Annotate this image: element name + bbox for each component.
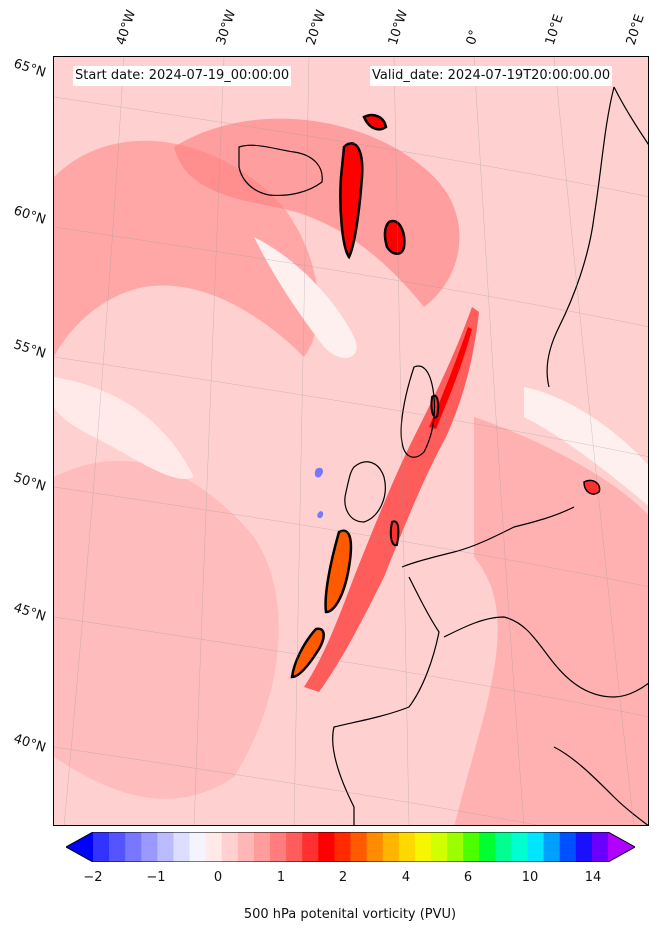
colorbar-tick: 6 xyxy=(463,870,473,885)
pv-patch-iceland xyxy=(339,142,364,260)
lon-label-10e: 10°E xyxy=(542,12,567,48)
colorbar-extend-min xyxy=(66,832,93,862)
colorbar-segment xyxy=(109,832,126,862)
pv-negative-speck-2 xyxy=(317,511,324,519)
colorbar-segment xyxy=(382,832,400,862)
colorbar-segment xyxy=(221,832,239,862)
colorbar-tick: 2 xyxy=(338,870,348,885)
colorbar-segment xyxy=(318,832,335,862)
colorbar-segment xyxy=(447,832,464,862)
colorbar-segment xyxy=(511,832,529,862)
lon-label-20e: 20°E xyxy=(623,12,648,48)
lat-label-55n: 55°N xyxy=(11,337,48,362)
colorbar-segment xyxy=(414,832,432,862)
pv-swirl-north xyxy=(174,118,460,308)
colorbar-segment xyxy=(543,832,561,862)
colorbar-segment xyxy=(463,832,480,862)
coastlines xyxy=(238,86,648,825)
colorbar-segment xyxy=(366,832,384,862)
map-frame[interactable] xyxy=(53,56,649,826)
pv-pale-band-2 xyxy=(54,377,194,479)
colorbar-segment xyxy=(173,832,191,862)
colorbar-segment xyxy=(559,832,577,862)
colorbar-segment xyxy=(350,832,368,862)
colorbar-segment xyxy=(575,832,593,862)
graticule xyxy=(54,57,648,825)
lon-label-40w: 40°W xyxy=(113,8,140,47)
pv-pale-band xyxy=(254,237,357,358)
pv-negative-speck-1 xyxy=(314,467,323,478)
pv-patch-north xyxy=(362,113,388,131)
valid-date-label: Valid_date: 2024-07-19T20:00:00.00 xyxy=(370,66,613,86)
pv-streamer-core xyxy=(429,327,472,429)
colorbar-segment xyxy=(398,832,416,862)
colorbar-segment xyxy=(141,832,158,862)
colorbar xyxy=(66,832,635,862)
colorbar-segment xyxy=(125,832,142,862)
colorbar-segment xyxy=(479,832,496,862)
colorbar-title: 500 hPa potenital vorticity (PVU) xyxy=(243,907,457,922)
lat-label-50n: 50°N xyxy=(11,470,48,495)
lat-label-65n: 65°N xyxy=(11,56,48,81)
lon-label-10w: 10°W xyxy=(385,8,412,47)
colorbar-segment xyxy=(237,832,255,862)
pv-patch-biscay-2 xyxy=(290,627,325,679)
start-date-label: Start date: 2024-07-19_00:00:00 xyxy=(73,66,292,86)
colorbar-extend-max xyxy=(608,832,635,862)
colorbar-tick: −2 xyxy=(83,870,103,885)
colorbar-tick: 1 xyxy=(276,870,286,885)
colorbar-segment xyxy=(591,832,609,862)
colorbar-tick: −1 xyxy=(146,870,166,885)
colorbar-segment xyxy=(157,832,174,862)
colorbar-segment xyxy=(189,832,207,862)
lat-label-45n: 45°N xyxy=(11,600,48,625)
pv-patch-channel xyxy=(389,520,400,547)
colorbar-tick: 0 xyxy=(213,870,223,885)
colorbar-tick: 14 xyxy=(584,870,602,885)
colorbar-tick: 4 xyxy=(401,870,411,885)
colorbar-segment xyxy=(302,832,319,862)
colorbar-tick: 10 xyxy=(521,870,539,885)
lon-label-30w: 30°W xyxy=(213,8,240,47)
colorbar-segment xyxy=(286,832,303,862)
pv-patch-biscay-1 xyxy=(324,529,353,614)
pv-patch-faroe xyxy=(383,219,406,255)
pv-field-map xyxy=(54,57,648,825)
colorbar-segment xyxy=(527,832,545,862)
lat-label-60n: 60°N xyxy=(11,203,48,228)
colorbar-segment xyxy=(93,832,110,862)
colorbar-segment xyxy=(270,832,287,862)
lon-label-20w: 20°W xyxy=(303,8,330,47)
lon-label-0: 0° xyxy=(463,28,483,47)
colorbar-segment xyxy=(495,832,512,862)
pv-band-southwest xyxy=(54,460,279,799)
colorbar-segment xyxy=(430,832,448,862)
colorbar-segment xyxy=(253,832,271,862)
colorbar-segment xyxy=(205,832,223,862)
colorbar-segment xyxy=(334,832,351,862)
pv-pale-band-3 xyxy=(524,387,648,506)
lat-label-40n: 40°N xyxy=(11,731,48,756)
